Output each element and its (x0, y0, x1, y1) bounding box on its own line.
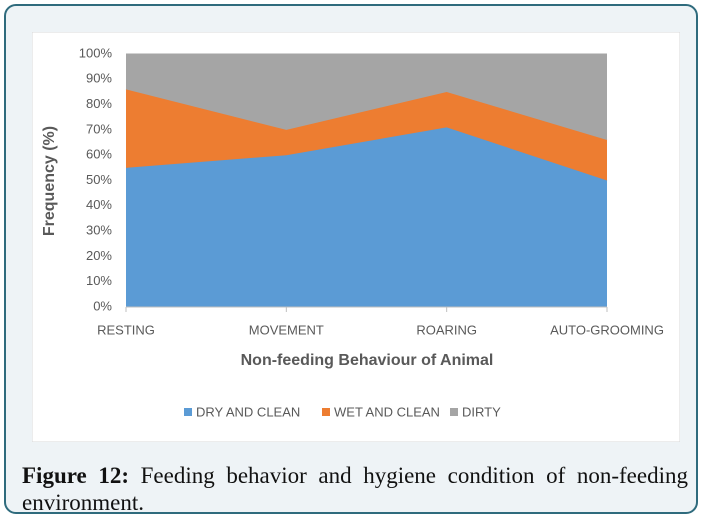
y-tick-label: 30% (86, 223, 112, 238)
area-fill (126, 127, 607, 308)
y-tick-label: 70% (86, 121, 112, 136)
x-axis-label: Non-feeding Behaviour of Animal (241, 352, 494, 369)
caption-text: Feeding behavior and hygiene condition o… (22, 463, 688, 514)
legend-swatch (322, 408, 330, 416)
caption-label: Figure 12: (22, 463, 129, 488)
x-tick-label: MOVEMENT (249, 322, 324, 337)
figure-frame: Frequency (%) Non-feeding Behaviour of A… (4, 4, 698, 514)
y-tick-label: 0% (93, 298, 112, 313)
y-tick-label: 60% (86, 147, 112, 162)
legend-label: DRY AND CLEAN (196, 404, 300, 419)
y-tick-label: 100% (79, 45, 113, 60)
y-tick-label: 10% (86, 273, 112, 288)
legend-label: DIRTY (462, 404, 501, 419)
x-tick-label: RESTING (97, 322, 155, 337)
y-tick-label: 20% (86, 248, 112, 263)
legend-swatch (450, 408, 458, 416)
y-tick-label: 80% (86, 96, 112, 111)
y-tick-label: 50% (86, 172, 112, 187)
x-tick-label: ROARING (416, 322, 477, 337)
area-fill (126, 54, 607, 141)
y-axis-label: Frequency (%) (41, 126, 58, 236)
chart: Frequency (%) Non-feeding Behaviour of A… (32, 32, 680, 442)
x-tick-label: AUTO-GROOMING (550, 322, 664, 337)
area-fill (126, 89, 607, 181)
legend-label: WET AND CLEAN (334, 404, 440, 419)
y-tick-label: 40% (86, 197, 112, 212)
legend-swatch (184, 408, 192, 416)
caption: Figure 12: Feeding behavior and hygiene … (22, 462, 688, 514)
y-tick-label: 90% (86, 71, 112, 86)
